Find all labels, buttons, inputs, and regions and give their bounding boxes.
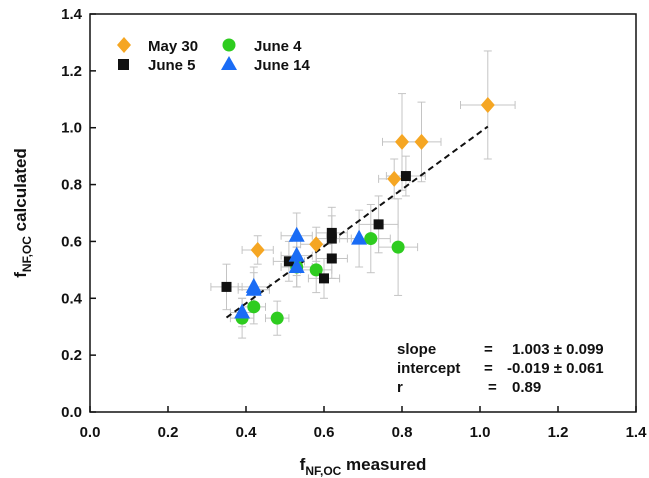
r-label: r [397, 379, 403, 396]
r-value: 0.89 [512, 379, 541, 396]
legend-item-june-5: June 5 [118, 57, 196, 74]
data-point-square [326, 253, 337, 264]
y-axis-ticks: 0.0 0.2 0.4 0.6 0.8 1.0 1.2 1.4 [61, 6, 96, 421]
intercept-value: -0.019 ± 0.061 [507, 360, 604, 377]
data-point-triangle [288, 246, 305, 262]
data-point-diamond [250, 241, 265, 258]
data-point-triangle [234, 303, 251, 319]
x-axis-ticks: 0.0 0.2 0.4 0.6 0.8 1.0 1.2 1.4 [80, 406, 648, 441]
data-point-square [326, 233, 337, 244]
data-point-circle [309, 263, 323, 277]
data-point-square [326, 227, 337, 238]
data-point-triangle [245, 277, 262, 293]
legend-label-june-5: June 5 [148, 57, 196, 74]
data-point-diamond [387, 170, 402, 187]
y-tick-label: 0.0 [61, 404, 82, 421]
legend-item-june-14: June 14 [221, 56, 311, 74]
data-point-circle [270, 311, 284, 325]
data-point-triangle [288, 258, 305, 274]
data-point-square [400, 171, 411, 182]
y-axis-label: fNF,OC calculated [11, 148, 34, 278]
y-tick-label: 0.2 [61, 347, 82, 364]
intercept-equals: = [484, 360, 493, 377]
y-tick-label: 1.0 [61, 120, 82, 137]
data-markers [221, 96, 495, 325]
data-point-triangle [351, 229, 368, 245]
data-point-square [221, 281, 232, 292]
data-point-circle [247, 300, 261, 314]
data-point-diamond [414, 133, 429, 150]
x-tick-label: 1.2 [548, 424, 569, 441]
y-tick-label: 0.4 [61, 290, 83, 307]
legend-item-june-4: June 4 [222, 38, 302, 55]
x-tick-label: 1.4 [626, 424, 648, 441]
data-point-square [373, 219, 384, 230]
legend-square-marker [118, 59, 129, 70]
y-tick-label: 1.4 [61, 6, 83, 23]
legend-item-may-30: May 30 [117, 37, 198, 55]
y-tick-label: 0.6 [61, 233, 82, 250]
data-point-diamond [480, 96, 495, 113]
legend-label-may-30: May 30 [148, 38, 198, 55]
y-axis-label-subscript: NF,OC [20, 236, 34, 272]
x-tick-label: 0.6 [314, 424, 335, 441]
legend-circle-marker [222, 38, 236, 52]
slope-equals: = [484, 341, 493, 358]
regression-fit-line [225, 125, 489, 319]
x-tick-label: 1.0 [470, 424, 491, 441]
slope-label: slope [397, 341, 436, 358]
x-tick-label: 0.4 [236, 424, 258, 441]
x-axis-label: fNF,OC measured [300, 455, 427, 478]
data-point-circle [391, 240, 405, 254]
intercept-label: intercept [397, 360, 460, 377]
r-equals: = [488, 379, 497, 396]
data-point-circle [364, 232, 378, 246]
x-tick-label: 0.8 [392, 424, 413, 441]
legend-label-june-14: June 14 [254, 57, 311, 74]
legend-triangle-marker [221, 56, 237, 70]
data-point-diamond [309, 236, 324, 253]
x-axis-label-subscript: NF,OC [305, 464, 341, 478]
x-tick-label: 0.0 [80, 424, 101, 441]
plot-frame [89, 13, 637, 413]
slope-value: 1.003 ± 0.099 [512, 341, 604, 358]
y-tick-label: 1.2 [61, 63, 82, 80]
legend: May 30 June 4 June 5 June 14 [117, 37, 311, 74]
data-point-diamond [395, 133, 409, 150]
legend-label-june-4: June 4 [254, 38, 302, 55]
data-point-triangle [288, 226, 305, 242]
regression-stats: slope = 1.003 ± 0.099 intercept = -0.019… [397, 341, 604, 396]
legend-diamond-marker [117, 37, 131, 53]
y-tick-label: 0.8 [61, 177, 82, 194]
x-tick-label: 0.2 [158, 424, 179, 441]
data-point-square [319, 273, 329, 284]
fit-line-group [225, 125, 489, 319]
